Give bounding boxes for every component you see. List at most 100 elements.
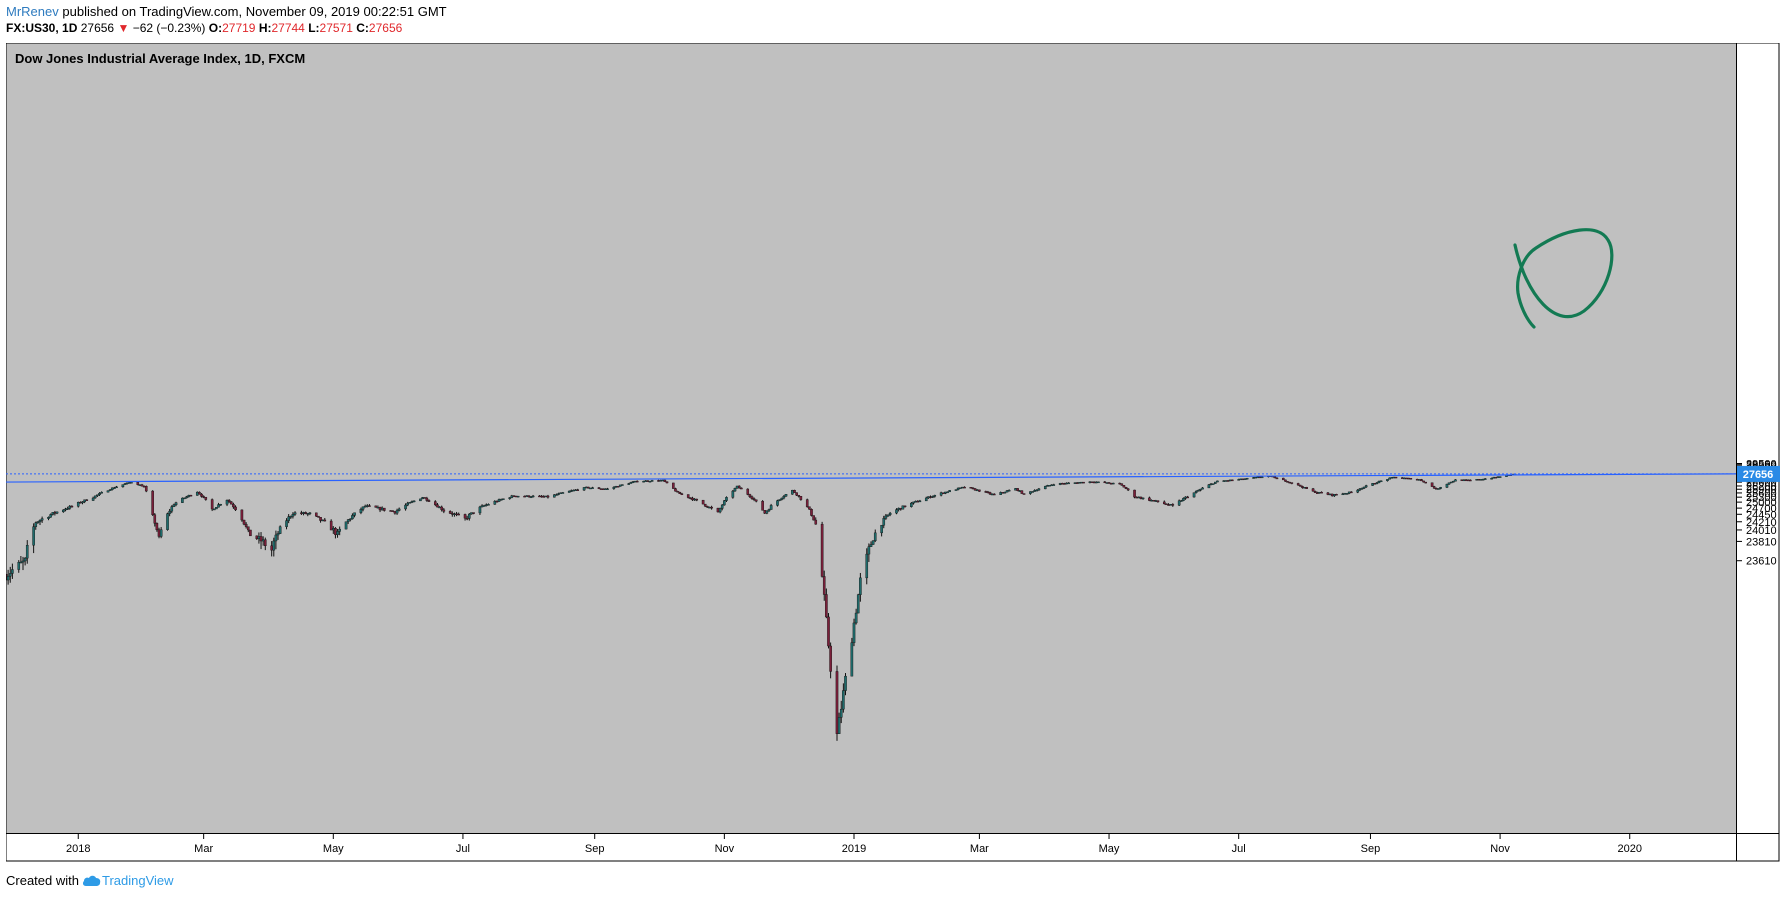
candle: [525, 495, 529, 497]
candle: [1282, 477, 1285, 481]
candle: [1097, 481, 1100, 484]
candle: [1299, 484, 1302, 487]
candle: [32, 523, 35, 554]
author-link[interactable]: MrRenev: [6, 4, 59, 19]
candle: [1052, 483, 1056, 486]
candle: [1303, 487, 1306, 489]
trendline[interactable]: [6, 473, 1737, 483]
candle: [674, 487, 677, 492]
candle: [514, 495, 518, 498]
annotation-circle[interactable]: [1513, 228, 1614, 329]
candle: [553, 494, 556, 498]
candle: [1345, 493, 1349, 495]
candle: [946, 491, 949, 494]
candle: [404, 503, 407, 511]
candle: [835, 665, 839, 741]
candle: [1043, 485, 1047, 490]
candle: [1022, 493, 1026, 495]
candle: [791, 489, 794, 495]
candle: [1362, 486, 1366, 490]
price-chart[interactable]: Dow Jones Industrial Average Index, 1D, …: [6, 43, 1782, 863]
candle: [113, 486, 116, 489]
candle: [1254, 476, 1257, 479]
candle: [780, 497, 784, 501]
x-tick-label: 2020: [1617, 843, 1641, 855]
candle: [240, 509, 244, 522]
candle: [627, 482, 631, 485]
candle: [234, 505, 237, 512]
candle: [931, 495, 934, 498]
interval: 1D: [62, 21, 78, 35]
candle: [121, 484, 125, 488]
candle: [973, 488, 977, 491]
candle: [289, 515, 293, 519]
candle: [1392, 476, 1396, 479]
candle: [259, 532, 263, 550]
high-value: 27744: [271, 21, 305, 35]
candle: [718, 507, 722, 514]
candle: [703, 503, 707, 508]
candle: [304, 511, 307, 515]
candle: [1375, 482, 1379, 485]
candle: [769, 503, 773, 510]
candle: [81, 501, 84, 505]
candle: [198, 491, 201, 495]
candle: [901, 505, 905, 510]
candle: [1424, 481, 1428, 484]
candle: [217, 502, 220, 508]
candle: [1003, 491, 1007, 494]
candle: [910, 502, 913, 508]
candle: [1201, 487, 1204, 490]
candle: [1141, 497, 1145, 500]
candle: [151, 490, 154, 516]
candle: [795, 492, 798, 496]
y-tick-label: 25300: [1746, 492, 1777, 504]
last-price-label: 27656: [1737, 465, 1780, 482]
candle: [155, 522, 159, 532]
candle: [246, 526, 250, 533]
candle: [308, 512, 312, 516]
candle: [767, 508, 771, 512]
candle: [618, 484, 622, 487]
candle: [25, 540, 29, 564]
last-price: 27656: [80, 21, 115, 35]
candle: [616, 485, 620, 488]
candle: [346, 519, 350, 524]
candle: [1284, 479, 1287, 482]
candle: [895, 508, 898, 515]
y-tick-label: 26200: [1746, 481, 1777, 493]
candle: [172, 503, 176, 508]
candle: [939, 491, 943, 497]
candle: [242, 519, 246, 526]
candle: [189, 494, 193, 497]
candle: [1290, 482, 1294, 485]
candle: [782, 495, 786, 500]
candle: [108, 489, 112, 491]
candle: [1239, 478, 1243, 481]
candle: [115, 485, 118, 489]
time-axis: 2018 Mar May Jul Sep Nov 2019 Mar May Jul Sep Nov 20…: [66, 834, 1642, 855]
candle: [323, 517, 327, 522]
candle: [1422, 480, 1425, 483]
candle: [1379, 480, 1383, 483]
candle: [1439, 486, 1442, 490]
candle: [871, 540, 875, 545]
candle: [457, 512, 460, 516]
candle: [85, 499, 89, 501]
candle: [531, 494, 535, 498]
candle: [642, 480, 645, 483]
candle: [1020, 490, 1024, 494]
candle: [425, 496, 429, 502]
candle: [62, 509, 65, 513]
candle: [555, 493, 558, 496]
candle: [1311, 487, 1315, 492]
x-tick-label: May: [323, 843, 344, 855]
candle: [1152, 499, 1155, 502]
candle: [882, 515, 886, 529]
candle: [166, 512, 169, 531]
candle: [827, 613, 830, 649]
candle: [1483, 478, 1487, 480]
candle: [1296, 482, 1300, 486]
candle: [1182, 497, 1185, 502]
tradingview-logo[interactable]: TradingView: [82, 873, 174, 888]
